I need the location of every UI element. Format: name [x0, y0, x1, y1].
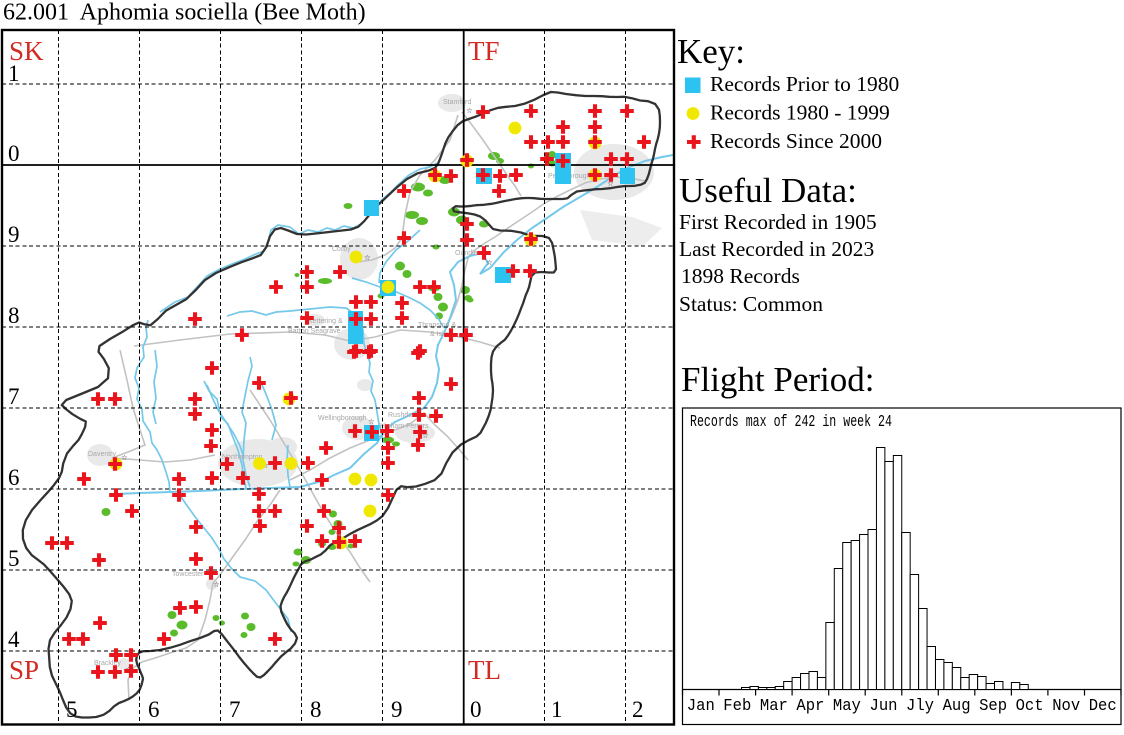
svg-text:5: 5 [66, 697, 78, 722]
svg-text:☆: ☆ [364, 253, 371, 262]
svg-text:9: 9 [8, 222, 20, 247]
svg-text:62.001 Aphomia sociella (Bee: 62.001 Aphomia sociella (Bee Moth) [3, 0, 366, 26]
svg-text:Nov: Nov [1052, 697, 1080, 716]
svg-text:Flight Period:: Flight Period: [681, 360, 875, 399]
svg-text:5: 5 [8, 546, 20, 571]
svg-text:☆: ☆ [368, 417, 375, 426]
svg-text:Apr: Apr [796, 697, 824, 716]
svg-text:Records max of 242 in week 24: Records max of 242 in week 24 [690, 413, 892, 432]
svg-text:Aug: Aug [943, 697, 971, 716]
svg-text:Oct: Oct [1016, 697, 1044, 716]
svg-text:☆: ☆ [607, 179, 614, 188]
svg-text:Northampton: Northampton [222, 454, 263, 461]
svg-text:TF: TF [468, 36, 500, 66]
svg-text:1898 Records: 1898 Records [681, 264, 800, 288]
svg-text:Higham Ferrers: Higham Ferrers [380, 423, 429, 430]
svg-text:Sep: Sep [979, 697, 1007, 716]
svg-text:☆: ☆ [466, 106, 473, 115]
svg-text:☆: ☆ [213, 580, 220, 589]
svg-text:6: 6 [8, 465, 20, 490]
svg-text:Mar: Mar [760, 697, 788, 716]
svg-text:SK: SK [9, 36, 44, 66]
svg-text:SP: SP [9, 655, 39, 685]
svg-text:7: 7 [8, 384, 20, 409]
svg-text:Last Recorded in 2023: Last Recorded in 2023 [679, 237, 874, 261]
svg-text:& Islip: & Islip [430, 331, 449, 338]
svg-text:8: 8 [310, 697, 322, 722]
svg-text:Thrapston &: Thrapston & [418, 322, 456, 329]
svg-text:0: 0 [8, 141, 20, 166]
svg-text:Kettering &: Kettering & [308, 318, 343, 325]
svg-text:Stamford: Stamford [443, 99, 472, 106]
svg-text:Daventry: Daventry [88, 451, 117, 458]
svg-text:Corby: Corby [332, 246, 351, 253]
svg-text:Records Prior to 1980: Records Prior to 1980 [710, 72, 899, 96]
svg-text:9: 9 [391, 697, 403, 722]
svg-text:Feb: Feb [723, 697, 751, 716]
svg-text:Brackley: Brackley [94, 660, 121, 667]
svg-text:2: 2 [632, 697, 644, 722]
svg-text:Dec: Dec [1089, 697, 1117, 716]
svg-text:Records Since 2000: Records Since 2000 [710, 129, 882, 153]
svg-text:Status: Common: Status: Common [679, 292, 823, 316]
svg-text:☆: ☆ [121, 453, 128, 462]
svg-text:1: 1 [551, 697, 563, 722]
svg-text:Jun: Jun [870, 697, 898, 716]
svg-text:Barton Seagrave: Barton Seagrave [288, 328, 341, 335]
svg-text:0: 0 [470, 697, 482, 722]
svg-text:TL: TL [468, 655, 501, 685]
svg-text:6: 6 [148, 697, 160, 722]
svg-text:4: 4 [8, 627, 20, 652]
svg-text:Oundle: Oundle [455, 250, 478, 257]
svg-text:Key:: Key: [677, 32, 745, 71]
svg-text:Rushden &: Rushden & [388, 412, 423, 419]
svg-text:8: 8 [8, 303, 20, 328]
svg-text:Useful Data:: Useful Data: [679, 171, 857, 210]
svg-text:First Recorded in 1905: First Recorded in 1905 [679, 210, 877, 234]
svg-text:☆: ☆ [486, 258, 493, 267]
svg-text:Jan: Jan [687, 697, 715, 716]
svg-text:May: May [833, 697, 861, 716]
svg-text:7: 7 [229, 697, 241, 722]
svg-text:Jly: Jly [906, 697, 934, 716]
svg-text:Wellingborough: Wellingborough [318, 415, 367, 422]
svg-text:☆: ☆ [422, 431, 429, 440]
svg-text:Towcester: Towcester [172, 571, 204, 578]
svg-text:1: 1 [8, 61, 20, 86]
svg-text:Records 1980 - 1999: Records 1980 - 1999 [710, 101, 890, 125]
